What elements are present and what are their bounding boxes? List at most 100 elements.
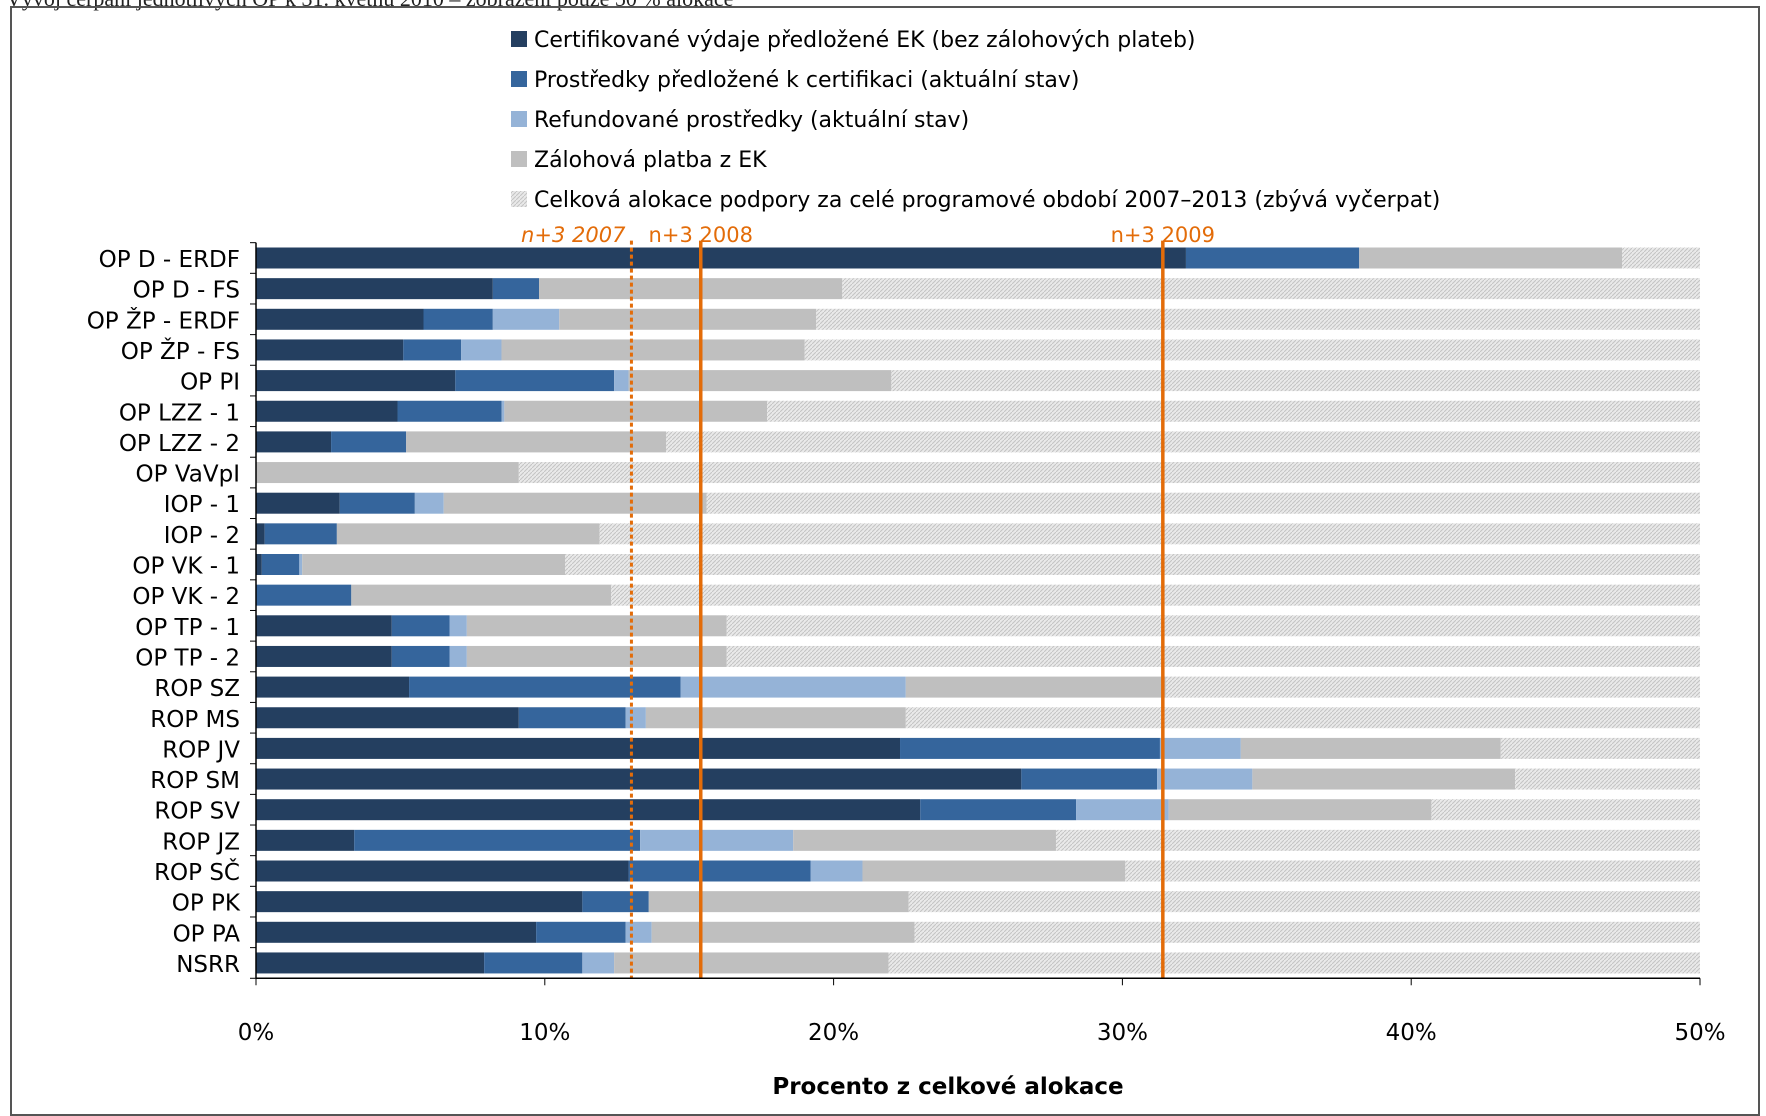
bar-segment <box>816 308 1700 330</box>
bar-segment <box>256 584 352 606</box>
bar-segment <box>1240 737 1501 759</box>
bar-segment <box>1500 737 1700 759</box>
category-label: OP VaVpI <box>136 462 240 488</box>
legend-label: Prostředky předložené k certifikaci (akt… <box>534 68 1079 93</box>
bar-segment <box>900 737 1160 759</box>
bar-segment <box>264 523 337 545</box>
bar-segment <box>614 370 629 392</box>
bar-segment <box>920 799 1077 821</box>
reference-lines: n+3 2007 n+3 2008 n+3 2009 <box>521 223 1215 979</box>
bar-segment <box>256 737 901 759</box>
x-tick-label: 0% <box>238 1020 275 1046</box>
bar-segment <box>256 952 485 974</box>
reference-line-label: n+3 2009 <box>1111 223 1215 247</box>
legend-swatch <box>511 191 527 207</box>
bar-segment <box>891 370 1700 392</box>
category-label: OP PA <box>173 921 241 947</box>
category-label: IOP - 2 <box>164 523 240 549</box>
bar-segment <box>767 400 1700 422</box>
bar-segment <box>261 554 300 575</box>
bar-segment <box>518 707 626 729</box>
bar-segment <box>614 952 889 974</box>
category-label: NSRR <box>176 952 240 978</box>
bar-segment <box>1515 768 1700 790</box>
category-label: ROP SZ <box>154 676 240 702</box>
bar-segment <box>582 891 649 913</box>
bar-segment <box>648 891 909 913</box>
category-label: ROP SČ <box>154 858 240 886</box>
legend-label: Certifikované výdaje předložené EK (bez … <box>534 28 1196 53</box>
bar-segment <box>582 952 615 974</box>
bar-segment <box>651 921 915 943</box>
bar-segment <box>559 308 817 330</box>
reference-line-label: n+3 2007 <box>521 223 626 247</box>
bar-segment <box>256 400 398 422</box>
bar-segment <box>640 829 794 851</box>
bar-segment <box>1021 768 1158 790</box>
bar-segment <box>256 492 340 514</box>
bar-segment <box>449 615 467 637</box>
reference-line-label: n+3 2008 <box>649 223 753 247</box>
category-label: OP TP - 1 <box>135 615 240 641</box>
x-tick-label: 40% <box>1386 1020 1437 1046</box>
bar-segment <box>914 921 1700 943</box>
category-label: IOP - 1 <box>164 492 240 518</box>
bar-segment <box>793 829 1056 851</box>
bar-segment <box>256 554 262 575</box>
bar-segment <box>256 278 493 300</box>
bar-segment <box>256 645 392 667</box>
bar-segment <box>256 829 355 851</box>
bar-segment <box>256 768 1022 790</box>
bar-segment <box>706 492 1700 514</box>
category-label: ROP JZ <box>162 829 240 855</box>
x-tick-label: 10% <box>519 1020 570 1046</box>
category-label: OP D - ERDF <box>99 247 240 273</box>
bar-segment <box>302 554 566 575</box>
bar-segment <box>611 584 1700 606</box>
bar-segment <box>492 278 540 300</box>
category-label: OP TP - 2 <box>135 645 240 671</box>
category-label: OP ŽP - FS <box>121 337 240 365</box>
bar-segment <box>256 891 583 913</box>
bar-segment <box>804 339 1700 361</box>
x-axis-label: Procento z celkové alokace <box>772 1074 1123 1100</box>
bar-segment <box>461 339 502 361</box>
legend-label: Celková alokace podpory za celé programo… <box>534 188 1440 213</box>
bar-segment <box>565 554 1700 575</box>
bar-segment <box>256 707 519 729</box>
bar-segment <box>628 860 811 882</box>
bar-segment <box>414 492 444 514</box>
bar-segment <box>256 921 537 943</box>
bar-segment <box>1185 247 1360 269</box>
legend-label: Refundované prostředky (aktuální stav) <box>534 108 969 133</box>
bar-segment <box>1359 247 1623 269</box>
category-label: OP VK - 2 <box>132 584 240 610</box>
bar-segment <box>1055 829 1700 851</box>
bar-segment <box>1165 676 1700 698</box>
legend-swatch <box>511 111 527 127</box>
bar-segment <box>501 400 505 422</box>
bar-segment <box>256 523 265 545</box>
bar-segment <box>443 492 707 514</box>
bar-segment <box>397 400 502 422</box>
bar-segment <box>403 339 462 361</box>
category-label: OP PK <box>172 891 241 917</box>
bar-segment <box>810 860 863 882</box>
bar-segment <box>406 431 667 453</box>
bar-segment <box>888 952 1700 974</box>
bar-segment <box>1431 799 1700 821</box>
bar-segment <box>351 584 612 606</box>
category-label: OP VK - 1 <box>132 554 240 580</box>
bar-segment <box>391 645 450 667</box>
bar-segment <box>466 645 727 667</box>
bar-segment <box>256 799 921 821</box>
bar-segment <box>391 615 450 637</box>
bar-segment <box>256 308 424 330</box>
category-label: ROP SM <box>150 768 240 794</box>
bar-segment <box>666 431 1701 453</box>
bar-segment <box>449 645 467 667</box>
bar-segment <box>455 370 615 392</box>
bar-segment <box>1125 860 1700 882</box>
bar-segment <box>1076 799 1169 821</box>
